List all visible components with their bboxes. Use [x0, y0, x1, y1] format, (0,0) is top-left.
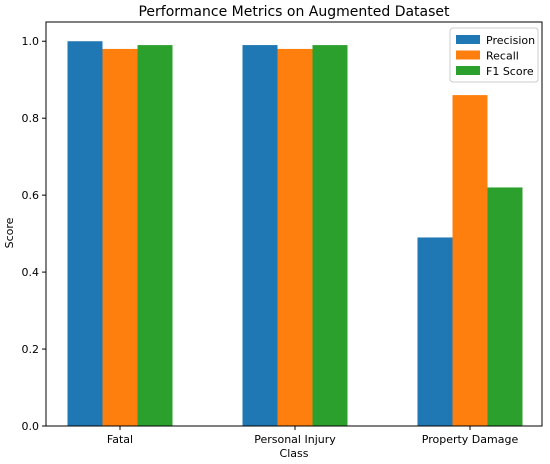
x-tick-label: Personal Injury	[254, 433, 336, 446]
legend-label: Precision	[486, 34, 535, 47]
bar-f1-score-3	[487, 187, 523, 426]
legend-swatch-precision	[456, 35, 480, 44]
y-axis-label: Score	[3, 217, 16, 248]
y-tick-label: 0.2	[22, 343, 40, 356]
legend-swatch-f1-score	[456, 66, 480, 75]
bar-recall-3	[452, 95, 488, 426]
y-tick-label: 0.0	[22, 420, 40, 433]
bar-f1-score-2	[312, 45, 348, 426]
y-tick-label: 0.6	[22, 189, 40, 202]
legend-label: F1 Score	[486, 65, 534, 78]
bar-precision-2	[242, 45, 278, 426]
bar-f1-score-1	[137, 45, 173, 426]
bar-recall-1	[102, 48, 138, 426]
x-tick-label: Fatal	[107, 433, 133, 446]
bar-precision-3	[417, 237, 453, 426]
legend-swatch-recall	[456, 50, 480, 60]
x-axis-label: Class	[280, 447, 309, 460]
x-tick-label: Property Damage	[422, 433, 519, 446]
chart-title: Performance Metrics on Augmented Dataset	[138, 4, 450, 20]
bar-precision-1	[67, 41, 103, 426]
legend: Precision Recall F1 Score	[449, 27, 539, 83]
legend-label: Recall	[486, 50, 519, 63]
plot-frame	[45, 21, 543, 427]
y-tick-label: 1.0	[22, 35, 40, 48]
y-tick-label: 0.8	[22, 112, 40, 125]
y-tick-label: 0.4	[22, 266, 40, 279]
plot-area: 0.0 0.2 0.4 0.6 0.8 1.0 Fatal Personal Injury Pr…	[22, 21, 543, 446]
bar-recall-2	[277, 48, 313, 426]
